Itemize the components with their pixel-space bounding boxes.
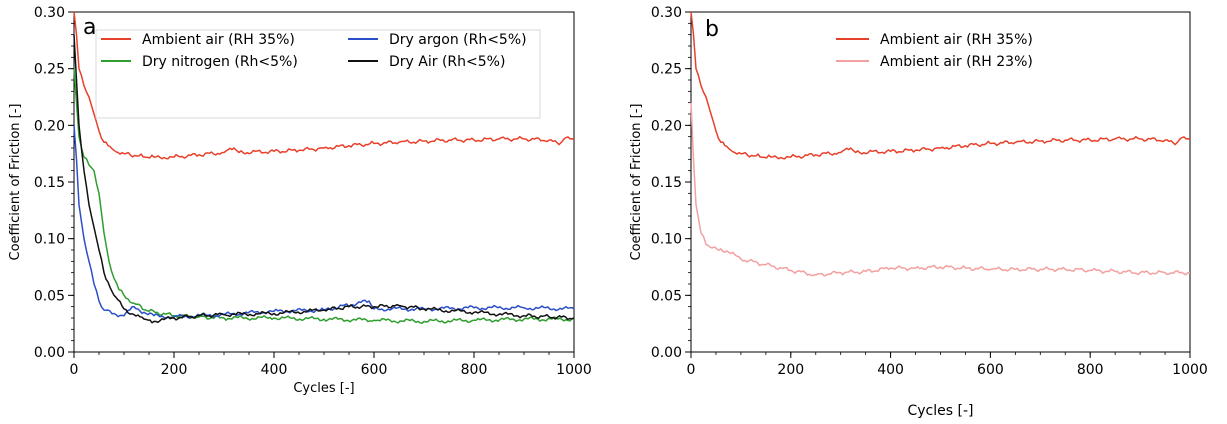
y-tick-label: 0.25 (651, 62, 682, 78)
x-tick-label: 400 (877, 362, 904, 378)
y-axis-title: Coefficient of Friction [-] (629, 104, 644, 261)
x-tick-label: 600 (977, 362, 1004, 378)
y-tick-label: 0.20 (34, 118, 65, 134)
x-axis-title: Cycles [-] (293, 381, 354, 396)
series-line-1 (690, 11, 1191, 160)
x-tick-label: 0 (687, 362, 696, 378)
legend-label: Dry nitrogen (Rh<5%) (142, 54, 298, 70)
x-tick-label: 800 (1077, 362, 1104, 378)
y-tick-label: 0.05 (651, 288, 682, 304)
y-tick-label: 0.30 (34, 5, 65, 21)
x-tick-label: 1000 (1172, 362, 1208, 378)
y-tick-label: 0.15 (651, 175, 682, 191)
chart-panel-b: 0.00 0.05 0.10 0.15 0.20 0.25 0.30 0 200 400 600 80… (629, 5, 1208, 419)
y-tick-label: 0.10 (651, 232, 682, 248)
x-tick-label: 200 (777, 362, 804, 378)
series-line-2 (73, 68, 575, 325)
legend-label: Ambient air (RH 35%) (142, 32, 295, 48)
series-line-4 (73, 34, 575, 324)
legend-label: Dry argon (Rh<5%) (389, 32, 527, 48)
x-tick-label: 400 (261, 362, 288, 378)
y-tick-label: 0.15 (34, 175, 65, 191)
x-tick-label: 600 (361, 362, 388, 378)
x-axis-title: Cycles [-] (908, 403, 974, 419)
x-tick-label: 1000 (556, 362, 592, 378)
y-tick-label: 0.25 (34, 62, 65, 78)
y-tick-label: 0.10 (34, 232, 65, 248)
x-tick-label: 200 (161, 362, 188, 378)
panel-label: b (705, 17, 719, 42)
y-tick-label: 0.05 (34, 288, 65, 304)
y-tick-label: 0.00 (651, 345, 682, 361)
y-axis-title: Coefficient of Friction [-] (8, 104, 23, 261)
x-tick-label: 0 (70, 362, 79, 378)
legend-label: Ambient air (RH 23%) (880, 54, 1033, 70)
y-tick-label: 0.00 (34, 345, 65, 361)
y-tick-label: 0.30 (651, 5, 682, 21)
chart-panel-a: 0.00 0.05 0.10 0.15 0.20 0.25 0.30 0 200 400 600 80… (8, 5, 592, 396)
legend-label: Dry Air (Rh<5%) (389, 54, 505, 70)
legend-label: Ambient air (RH 35%) (880, 32, 1033, 48)
series-line-1 (73, 11, 575, 160)
series-line-3 (73, 125, 575, 320)
y-tick-label: 0.20 (651, 118, 682, 134)
panel-label: a (83, 15, 96, 40)
x-tick-label: 800 (461, 362, 488, 378)
series-line-2 (690, 102, 1191, 277)
legend-box (95, 29, 541, 119)
